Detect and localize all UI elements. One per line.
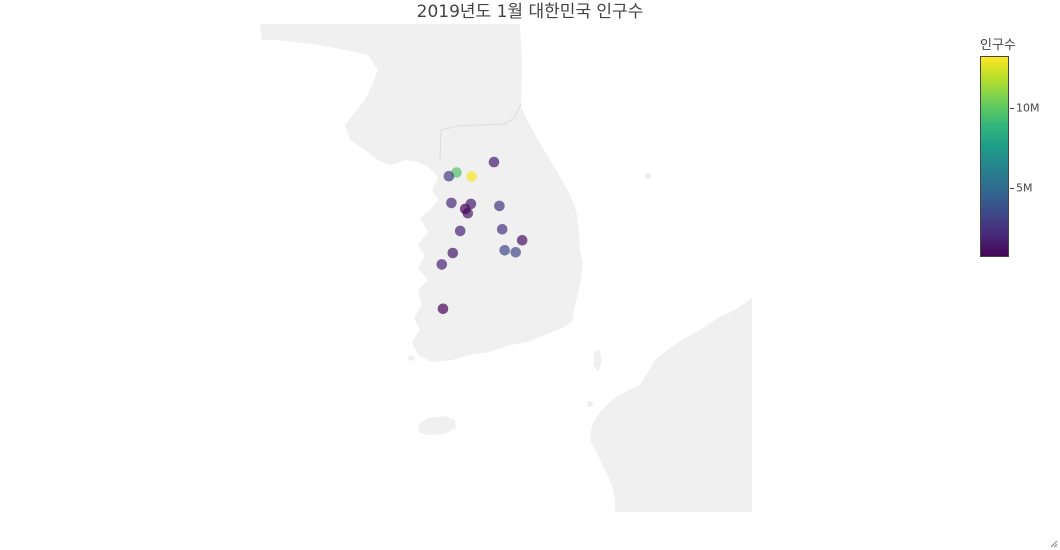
land-japan [590,298,752,512]
country-border [439,103,522,161]
map-marker[interactable] [510,247,521,258]
map-marker[interactable] [499,245,511,256]
land-islet [587,401,593,407]
colorbar-gradient [980,56,1009,257]
map-marker[interactable] [466,171,478,182]
colorbar-tick [1010,187,1014,189]
map-marker[interactable] [443,170,455,182]
land-layer [260,24,752,512]
map-marker[interactable] [488,156,500,168]
colorbar-tick [1010,108,1014,110]
map-marker[interactable] [496,224,508,235]
colorbar-tick-label: 5M [1016,181,1033,195]
colorbar: 인구수 5M 10M [980,34,1060,274]
land-islet [645,173,651,179]
colorbar-tick-label: 10M [1016,101,1040,115]
map-marker[interactable] [437,303,449,315]
marker-layer [436,156,528,315]
chart-title: 2019년도 1월 대한민국 인구수 [416,2,644,22]
map-marker[interactable] [454,225,466,237]
map-marker[interactable] [446,197,457,209]
map-marker[interactable] [465,198,477,210]
land-jeju [418,416,456,435]
land-tsushima [594,350,602,372]
resize-grip-icon[interactable] [1050,540,1058,548]
colorbar-title: 인구수 [980,38,1016,53]
land-mainland [260,24,583,362]
land-islet [408,355,414,361]
map-marker[interactable] [516,235,528,246]
map-marker[interactable] [436,259,448,270]
land-west [260,24,290,38]
map-marker[interactable] [447,247,459,259]
map-marker[interactable] [494,200,505,212]
